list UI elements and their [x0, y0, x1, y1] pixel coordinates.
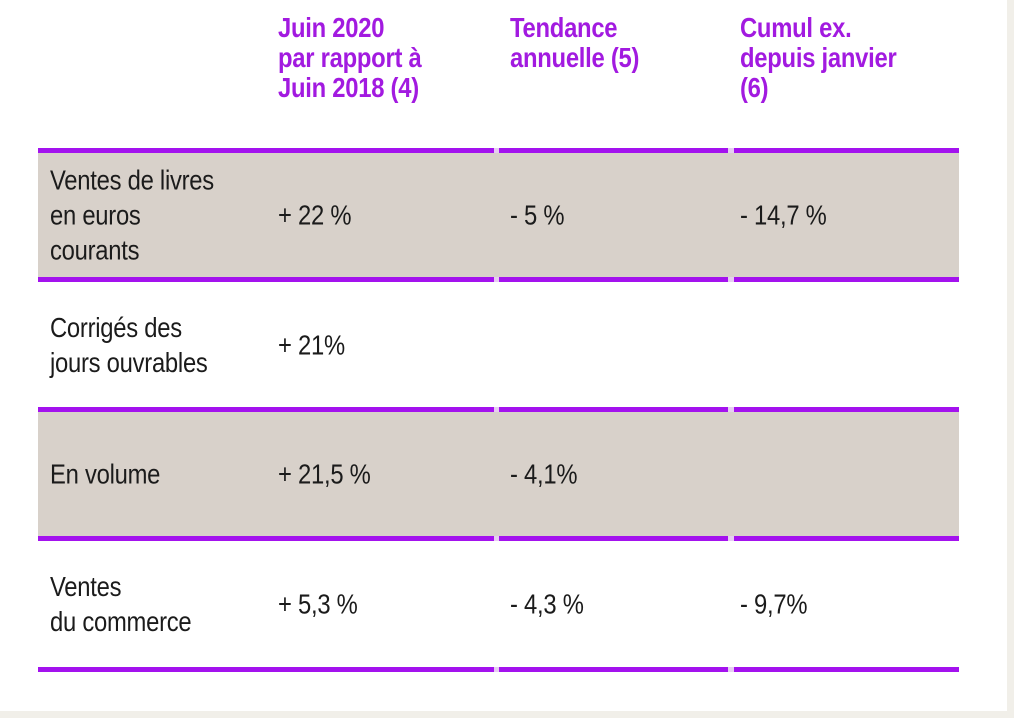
- column-header-cumul-depuis-janvier: Cumul ex. depuis janvier (6): [740, 12, 897, 103]
- table-row-corriges-jours-ouvrables: Corrigés des jours ouvrables + 21%: [38, 282, 959, 407]
- table-row-ventes-de-livres: Ventes de livres en euros courants + 22 …: [38, 153, 959, 277]
- row-label: Corrigés des jours ouvrables: [50, 311, 208, 378]
- row-label: En volume: [50, 458, 161, 490]
- table-row-ventes-du-commerce: Ventes du commerce + 5,3 % - 4,3 % - 9,7…: [38, 541, 959, 667]
- table-rule-top: [38, 148, 959, 153]
- cell-value: + 22 %: [278, 199, 352, 231]
- cell-value: + 21%: [278, 329, 345, 360]
- table-row-en-volume: En volume + 21,5 % - 4,1%: [38, 412, 959, 536]
- page-edge-bottom: [0, 711, 1014, 718]
- row-label: Ventes du commerce: [50, 571, 192, 637]
- cell-value: + 5,3 %: [278, 588, 358, 620]
- row-label: Ventes de livres en euros courants: [50, 164, 214, 266]
- cell-value: - 4,3 %: [510, 588, 584, 620]
- cell-value: - 9,7%: [740, 588, 808, 620]
- table-rule-bottom: [38, 667, 959, 672]
- cell-value: - 14,7 %: [740, 199, 827, 231]
- column-header-tendance-annuelle: Tendance annuelle (5): [510, 12, 640, 73]
- cell-value: - 5 %: [510, 199, 565, 231]
- column-header-juin-2020-vs-2018: Juin 2020 par rapport à Juin 2018 (4): [278, 12, 422, 103]
- page-edge-right: [1007, 0, 1014, 718]
- cell-value: + 21,5 %: [278, 458, 371, 490]
- cell-value: - 4,1%: [510, 458, 578, 490]
- table-rule-2: [38, 277, 959, 282]
- table-rule-4: [38, 536, 959, 541]
- table-rule-3: [38, 407, 959, 412]
